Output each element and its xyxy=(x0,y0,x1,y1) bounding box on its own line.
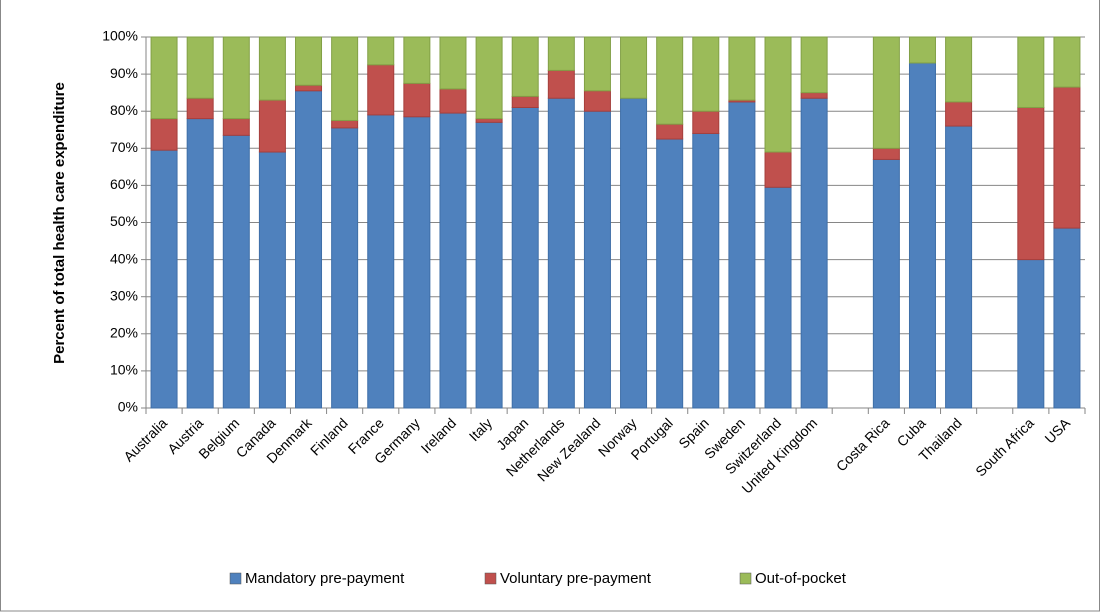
y-axis-label: Percent of total health care expenditure xyxy=(51,82,68,364)
legend-swatch xyxy=(229,572,242,585)
bar-segment xyxy=(872,147,900,160)
legend-label: Mandatory pre-payment xyxy=(245,570,405,587)
bar-segment xyxy=(872,36,900,149)
bar-segment xyxy=(403,116,431,409)
y-tick-label: 80% xyxy=(110,102,138,118)
bar-segment xyxy=(908,62,936,409)
bar-segment xyxy=(620,36,648,99)
bar-segment xyxy=(331,36,359,121)
bar-segment xyxy=(186,118,214,409)
bar-segment xyxy=(945,101,973,127)
legend-swatch xyxy=(484,572,497,585)
bar-segment xyxy=(150,36,178,120)
bar-segment xyxy=(692,110,720,134)
bar-segment xyxy=(945,125,973,409)
bar-segment xyxy=(692,132,720,409)
bar-segment xyxy=(186,97,214,120)
bar-segment xyxy=(800,97,828,409)
bar-segment xyxy=(1053,36,1081,88)
y-tick-label: 30% xyxy=(110,287,138,303)
bar-segment xyxy=(764,186,792,409)
bar-segment xyxy=(583,90,611,112)
bar-segment xyxy=(800,92,828,99)
bar-segment xyxy=(583,36,611,92)
bar-segment xyxy=(150,118,178,151)
bar-segment xyxy=(656,123,684,140)
bar-segment xyxy=(331,127,359,409)
bar-segment xyxy=(258,99,286,153)
bar-segment xyxy=(1053,227,1081,409)
bar-segment xyxy=(511,106,539,409)
bar-segment xyxy=(547,69,575,99)
y-tick-label: 100% xyxy=(102,28,138,44)
bar-segment xyxy=(331,119,359,129)
bar-segment xyxy=(367,114,395,409)
bar-segment xyxy=(475,36,503,120)
bar-segment xyxy=(872,158,900,409)
bar-segment xyxy=(222,36,250,120)
bar-segment xyxy=(186,36,214,99)
y-tick-label: 0% xyxy=(118,399,138,415)
y-tick-label: 70% xyxy=(110,139,138,155)
bar-segment xyxy=(656,36,684,125)
bar-segment xyxy=(728,36,756,101)
bar-segment xyxy=(403,82,431,118)
bar-segment xyxy=(1017,36,1045,108)
bar-segment xyxy=(1053,86,1081,229)
y-tick-label: 90% xyxy=(110,65,138,81)
bar-segment xyxy=(439,88,467,114)
bar-segment xyxy=(728,101,756,409)
bar-segment xyxy=(150,149,178,409)
bar-segment xyxy=(403,36,431,84)
bar-segment xyxy=(295,84,323,92)
bar-segment xyxy=(547,97,575,409)
y-tick-label: 50% xyxy=(110,213,138,229)
bar-segment xyxy=(222,134,250,409)
legend-label: Voluntary pre-payment xyxy=(500,570,652,587)
y-tick-label: 60% xyxy=(110,176,138,192)
bar-segment xyxy=(945,36,973,103)
legend-label: Out-of-pocket xyxy=(755,570,847,587)
bar-segment xyxy=(511,36,539,97)
bar-segment xyxy=(692,36,720,112)
legend-swatch xyxy=(739,572,752,585)
bar-segment xyxy=(258,151,286,409)
bar-segment xyxy=(439,36,467,90)
bar-segment xyxy=(620,97,648,409)
bar-segment xyxy=(295,90,323,409)
bar-segment xyxy=(258,36,286,101)
bar-segment xyxy=(1017,106,1045,261)
y-tick-label: 20% xyxy=(110,325,138,341)
bar-segment xyxy=(800,36,828,94)
bar-segment xyxy=(367,36,395,66)
bar-segment xyxy=(367,64,395,116)
bar-segment xyxy=(511,95,539,108)
bar-segment xyxy=(908,36,936,64)
bar-segment xyxy=(439,112,467,409)
bar-segment xyxy=(764,36,792,153)
bar-segment xyxy=(656,138,684,409)
y-tick-label: 10% xyxy=(110,362,138,378)
bar-segment xyxy=(764,151,792,188)
bar-segment xyxy=(222,118,250,136)
y-tick-label: 40% xyxy=(110,250,138,266)
bar-segment xyxy=(547,36,575,71)
bar-segment xyxy=(475,118,503,123)
bar-segment xyxy=(1017,259,1045,409)
bar-segment xyxy=(475,121,503,409)
bar-segment xyxy=(583,110,611,409)
bar-segment xyxy=(295,36,323,86)
